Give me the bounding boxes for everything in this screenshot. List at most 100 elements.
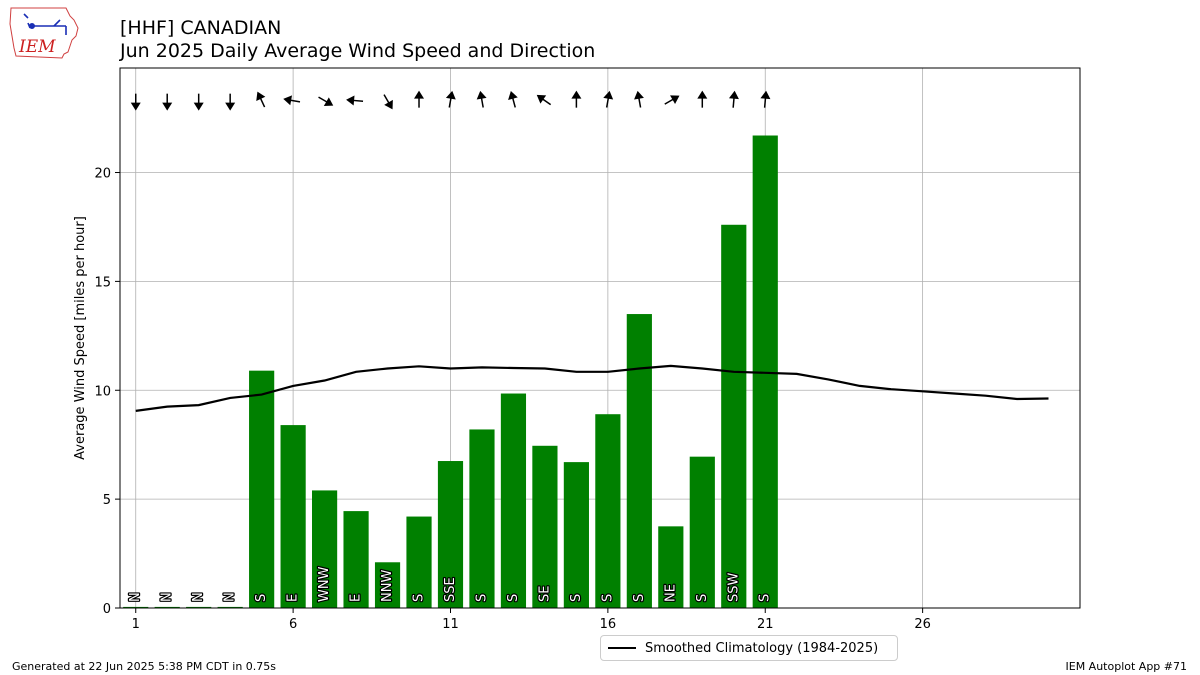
direction-label: S [254,594,269,602]
x-tick-label: 6 [289,617,297,632]
y-tick-label: 10 [94,384,111,399]
bar [563,462,589,608]
bar [280,425,306,608]
bar [217,606,243,608]
direction-label: NNW [380,570,395,602]
y-tick-label: 15 [94,275,111,290]
direction-label: S [632,594,647,602]
wind-arrow [383,94,393,110]
direction-label: S [412,594,427,602]
bar [343,511,369,608]
bar [249,370,275,608]
legend-label: Smoothed Climatology (1984-2025) [645,640,879,656]
bar [595,414,621,608]
wind-arrow-head [445,90,456,100]
legend-line-swatch [608,647,636,649]
wind-arrow [634,90,644,108]
x-tick-label: 26 [914,617,931,632]
direction-label: N [128,592,143,602]
wind-arrow-head [760,90,771,100]
bar [312,490,338,608]
logo-text: IEM [18,37,56,57]
direction-label: N [223,592,238,602]
wind-arrow [536,94,552,106]
bar [626,314,652,608]
direction-label: S [695,594,710,602]
direction-label: S [758,594,773,602]
x-tick-label: 11 [442,617,459,632]
wind-arrow [476,90,487,108]
y-tick-label: 0 [103,602,111,617]
climatology-line [135,364,1049,412]
x-tick-label: 1 [132,617,140,632]
bar [500,393,527,608]
wind-arrow [445,90,456,108]
legend: Smoothed Climatology (1984-2025) [600,635,898,661]
direction-label: N [191,592,206,602]
direction-label: S [474,594,489,602]
app-label: IEM Autoplot App #71 [1065,660,1188,673]
bar [658,526,684,608]
y-tick-label: 20 [94,167,111,182]
chart-title: [HHF] CANADIAN [120,17,282,39]
direction-label: SSW [726,572,741,602]
wind-arrow-head [414,90,425,99]
wind-arrow-head [670,95,680,104]
wind-arrow-head [323,97,334,106]
direction-label: S [506,594,521,602]
plot-frame [119,67,1081,609]
bar [374,562,401,608]
wind-arrow [256,91,266,108]
bar [532,445,558,608]
wind-arrow [414,90,425,108]
bar [154,606,180,608]
wind-arrow-head [256,91,266,101]
direction-label: S [600,594,615,602]
wind-arrow [193,93,204,111]
chart-subtitle: Jun 2025 Daily Average Wind Speed and Di… [120,40,596,62]
wind-arrow-head [283,95,293,106]
direction-label: SSE [443,577,458,602]
x-tick-label: 21 [757,617,774,632]
wind-arrow-head [476,90,487,100]
direction-label: E [286,594,301,602]
wind-arrow-head [225,102,236,111]
wind-arrow-head [634,90,644,100]
direction-label: E [349,594,364,602]
wind-arrow-head [697,90,708,99]
bar [469,429,495,608]
bar [689,456,715,608]
wind-arrow-head [536,94,547,104]
wind-arrow [603,90,614,108]
bar [721,224,747,608]
direction-label: N [160,592,175,602]
iem-logo: IEM [9,7,79,59]
bar [437,461,464,608]
x-tick-label: 16 [600,617,617,632]
wind-arrow [760,90,771,108]
generated-timestamp: Generated at 22 Jun 2025 5:38 PM CDT in … [12,660,277,673]
wind-arrow [162,93,173,111]
direction-label: S [569,594,584,602]
bar [123,606,149,608]
wind-arrow [571,90,582,108]
wind-arrow [318,96,334,106]
y-axis-label: Average Wind Speed [miles per hour] [73,216,88,460]
bar [406,516,432,608]
bar [186,606,212,608]
y-tick-label: 5 [103,493,111,508]
wind-arrow-head [603,90,614,100]
wind-arrow-head [193,102,204,111]
wind-arrow [346,95,364,106]
wind-arrow [283,95,301,106]
wind-arrow-head [508,91,518,101]
wind-arrow-head [346,95,355,106]
wind-arrow-head [130,102,141,111]
wind-arrow [728,90,739,108]
wind-arrow-head [162,102,173,111]
wind-arrow-head [571,90,582,99]
wind-arrow-head [384,99,393,110]
wind-arrow [225,93,236,111]
wind-arrow [664,95,680,105]
